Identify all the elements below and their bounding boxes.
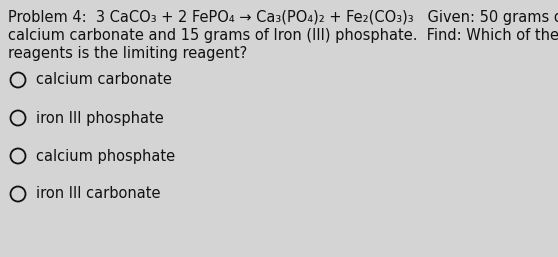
Text: calcium phosphate: calcium phosphate [36,149,175,163]
Text: calcium carbonate: calcium carbonate [36,72,172,87]
Text: iron III carbonate: iron III carbonate [36,187,161,201]
Text: calcium carbonate and 15 grams of Iron (III) phosphate.  Find: Which of the: calcium carbonate and 15 grams of Iron (… [8,28,558,43]
Text: iron III phosphate: iron III phosphate [36,111,163,125]
Text: Problem 4:  3 CaCO₃ + 2 FePO₄ → Ca₃(PO₄)₂ + Fe₂(CO₃)₃   Given: 50 grams of 1: Problem 4: 3 CaCO₃ + 2 FePO₄ → Ca₃(PO₄)₂… [8,10,558,25]
Text: reagents is the limiting reagent?: reagents is the limiting reagent? [8,46,247,61]
